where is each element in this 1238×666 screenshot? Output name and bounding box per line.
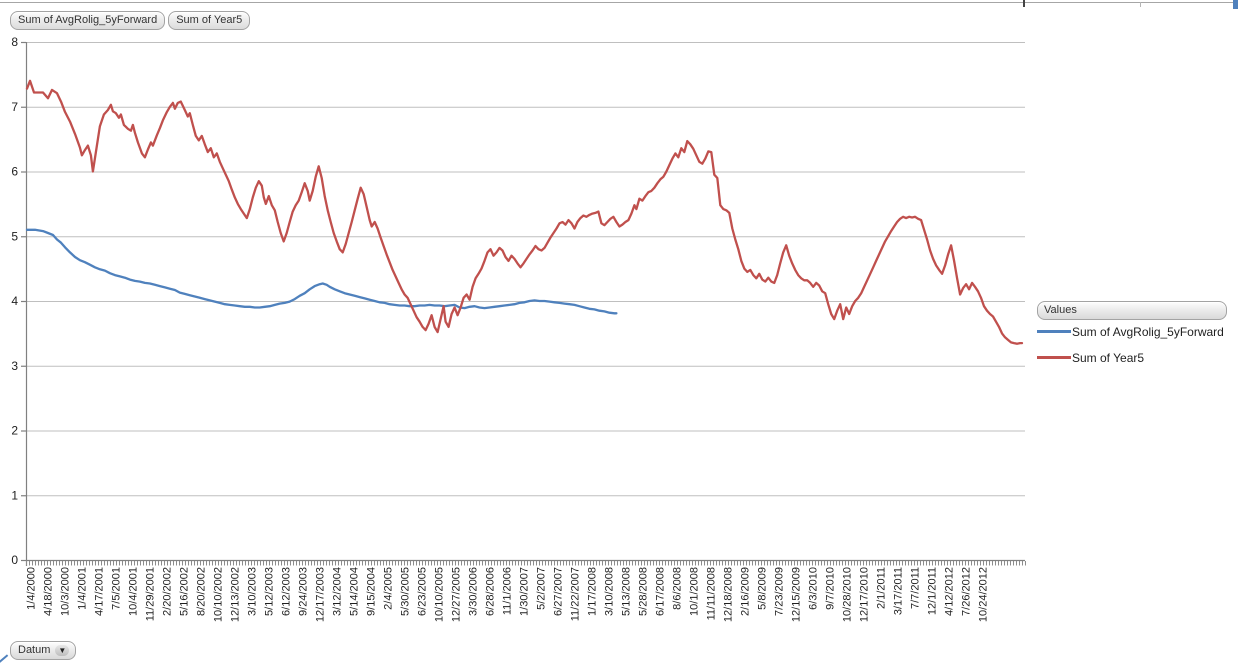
datum-label: Datum bbox=[18, 644, 51, 656]
x-axis-label: 5/8/2009 bbox=[757, 567, 769, 610]
x-axis-label: 6/28/2006 bbox=[485, 567, 497, 616]
x-axis-label: 7/23/2009 bbox=[774, 567, 786, 616]
x-axis-label: 11/11/2008 bbox=[706, 567, 718, 620]
legend-line-swatch-blue-icon bbox=[1037, 330, 1071, 333]
dropdown-arrow-icon: ▼ bbox=[55, 645, 70, 656]
column-boundary-tick bbox=[1023, 0, 1025, 7]
x-axis-label: 3/10/2003 bbox=[247, 567, 259, 616]
x-axis-label: 12/1/2011 bbox=[927, 567, 939, 615]
legend-item-year5: Sum of Year5 bbox=[1037, 350, 1145, 365]
x-axis-label: 8/20/2002 bbox=[196, 567, 208, 616]
x-axis-label: 12/18/2008 bbox=[723, 567, 735, 622]
x-axis-label: 2/1/2011 bbox=[876, 567, 888, 609]
legend-item-avgrolig: Sum of AvgRolig_5yForward bbox=[1037, 324, 1224, 339]
x-axis-label: 2/16/2009 bbox=[740, 567, 752, 616]
x-axis-label: 9/24/2003 bbox=[298, 567, 310, 616]
x-axis-label: 2/4/2005 bbox=[383, 567, 395, 610]
x-axis-label: 5/28/2008 bbox=[638, 567, 650, 616]
series-line-avgrolig bbox=[25, 228, 618, 315]
y-axis-label-6: 6 bbox=[11, 165, 18, 179]
x-axis-label: 4/18/2000 bbox=[43, 567, 55, 616]
x-axis-label: 3/12/2004 bbox=[332, 567, 344, 616]
x-axis-label: 12/17/2010 bbox=[859, 567, 871, 622]
column-boundary-tick-2 bbox=[1140, 2, 1141, 7]
x-axis-label: 10/4/2001 bbox=[128, 567, 140, 616]
x-axis-label: 9/15/2004 bbox=[366, 567, 378, 616]
y-axis-label-4: 4 bbox=[11, 294, 18, 308]
x-axis-label: 9/7/2010 bbox=[825, 567, 837, 610]
x-axis-label: 7/5/2001 bbox=[111, 567, 123, 610]
x-axis-label: 11/22/2007 bbox=[570, 567, 582, 621]
legend-label-year5: Sum of Year5 bbox=[1072, 350, 1145, 365]
axis-field-button-datum[interactable]: Datum ▼ bbox=[10, 641, 77, 660]
x-axis-label: 4/17/2001 bbox=[94, 567, 106, 616]
x-axis-label: 11/1/2006 bbox=[502, 567, 514, 615]
x-axis-label: 5/12/2003 bbox=[264, 567, 276, 616]
x-axis-label: 5/14/2004 bbox=[349, 567, 361, 616]
x-axis-label: 5/16/2002 bbox=[179, 567, 191, 616]
y-axis-label-7: 7 bbox=[11, 100, 18, 114]
y-axis-label-8: 8 bbox=[11, 35, 18, 49]
x-axis-label: 8/6/2008 bbox=[672, 567, 684, 610]
x-axis-label: 6/17/2008 bbox=[655, 567, 667, 616]
x-axis-label: 11/29/2001 bbox=[145, 567, 157, 621]
y-axis-label-3: 3 bbox=[11, 359, 18, 373]
x-axis-label: 3/17/2011 bbox=[893, 567, 905, 615]
x-axis-label: 1/4/2001 bbox=[77, 567, 89, 610]
x-axis-label: 6/23/2005 bbox=[417, 567, 429, 616]
pivot-field-button-avgrolig[interactable]: Sum of AvgRolig_5yForward bbox=[10, 11, 166, 30]
y-axis-label-2: 2 bbox=[11, 424, 18, 438]
pivot-field-button-year5[interactable]: Sum of Year5 bbox=[168, 11, 251, 30]
x-axis-label: 3/10/2008 bbox=[604, 567, 616, 616]
x-axis-label: 6/3/2010 bbox=[808, 567, 820, 610]
pivot-field-button-row: Sum of AvgRolig_5yForward Sum of Year5 bbox=[10, 11, 251, 30]
x-axis-label: 10/10/2002 bbox=[213, 567, 225, 622]
worksheet-top-border bbox=[0, 2, 1238, 3]
y-axis-label-0: 0 bbox=[11, 553, 18, 567]
x-axis-label: 12/17/2003 bbox=[315, 567, 327, 622]
x-axis-label: 10/24/2012 bbox=[978, 567, 990, 622]
y-axis-label-5: 5 bbox=[11, 229, 18, 243]
x-axis-label: 6/27/2007 bbox=[553, 567, 565, 616]
x-axis-label: 5/13/2008 bbox=[621, 567, 633, 616]
x-axis-tick-comb bbox=[26, 561, 1026, 566]
x-axis-label: 7/26/2012 bbox=[961, 567, 973, 616]
legend-values-field-button[interactable]: Values bbox=[1037, 301, 1227, 320]
x-axis-label: 3/30/2006 bbox=[468, 567, 480, 616]
legend-label-avgrolig: Sum of AvgRolig_5yForward bbox=[1072, 324, 1224, 339]
x-axis-label: 10/28/2010 bbox=[842, 567, 854, 622]
legend-line-swatch-red-icon bbox=[1037, 356, 1071, 359]
x-axis-label: 12/27/2005 bbox=[451, 567, 463, 622]
x-axis-label: 5/30/2005 bbox=[400, 567, 412, 616]
x-axis-label: 1/17/2008 bbox=[587, 567, 599, 616]
series-line-year5 bbox=[25, 79, 1024, 345]
x-axis-label: 12/13/2002 bbox=[230, 567, 242, 622]
scroll-fragment-top-right bbox=[1233, 0, 1238, 9]
x-axis-label: 6/12/2003 bbox=[281, 567, 293, 616]
x-axis-label: 10/10/2005 bbox=[434, 567, 446, 622]
x-axis-label: 1/30/2007 bbox=[519, 567, 531, 616]
y-axis-label-1: 1 bbox=[11, 488, 18, 502]
x-axis-label: 4/12/2012 bbox=[944, 567, 956, 616]
x-axis-label: 10/1/2008 bbox=[689, 567, 701, 616]
x-axis-label: 2/20/2002 bbox=[162, 567, 174, 616]
x-axis-label: 1/4/2000 bbox=[26, 567, 38, 610]
x-axis-label: 10/3/2000 bbox=[60, 567, 72, 616]
x-axis-label: 5/2/2007 bbox=[536, 567, 548, 610]
x-axis-label: 12/15/2009 bbox=[791, 567, 803, 622]
x-axis-label: 7/7/2011 bbox=[910, 567, 922, 609]
